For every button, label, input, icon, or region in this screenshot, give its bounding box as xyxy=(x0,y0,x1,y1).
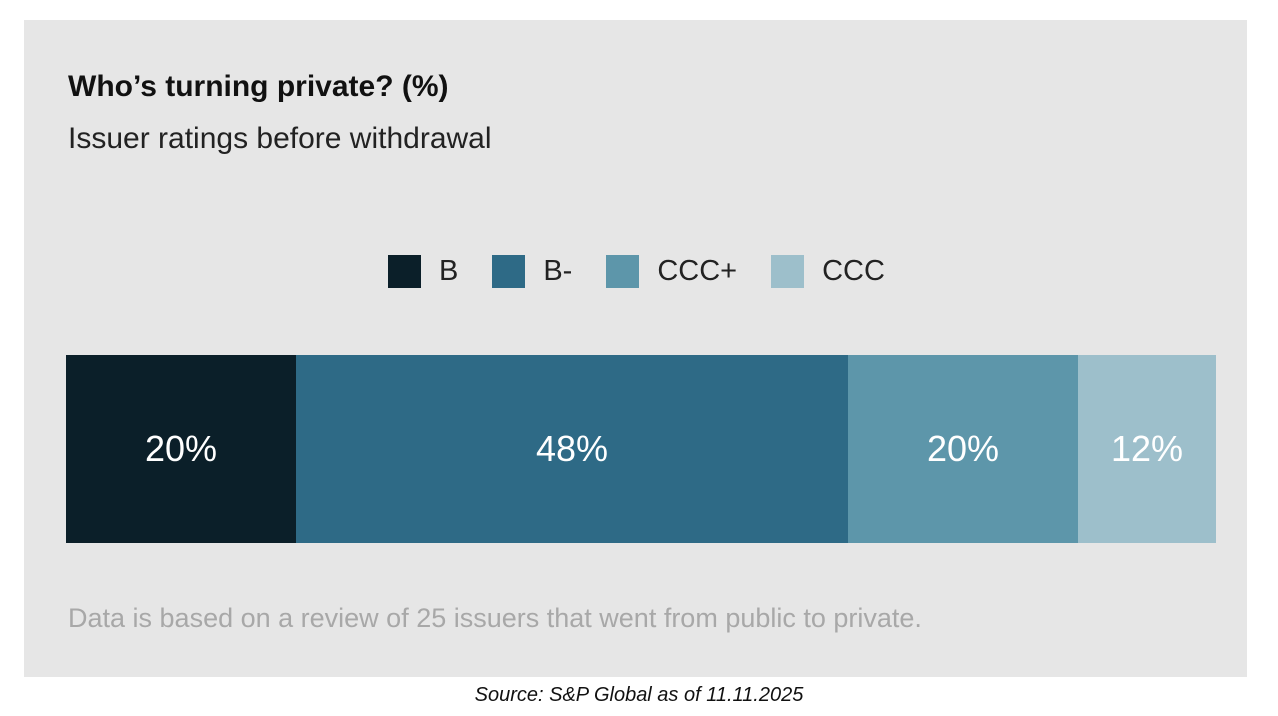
legend-label: CCC+ xyxy=(657,254,738,287)
legend-swatch xyxy=(771,254,805,288)
bar-segment: 20% xyxy=(66,355,296,543)
legend-swatch xyxy=(492,254,526,288)
legend-label: B- xyxy=(543,254,573,287)
stacked-bar: 20% 48% 20% 12% xyxy=(66,355,1216,543)
legend-item: B xyxy=(388,254,459,288)
legend-item: CCC xyxy=(771,254,885,288)
legend-label: CCC xyxy=(822,254,885,287)
chart-subtitle: Issuer ratings before withdrawal xyxy=(68,122,492,155)
legend: B B- CCC+ CCC xyxy=(388,253,919,289)
chart-title: Who’s turning private? (%) xyxy=(68,70,449,103)
bar-segment: 12% xyxy=(1078,355,1216,543)
legend-label: B xyxy=(439,254,459,287)
legend-swatch xyxy=(606,254,640,288)
legend-swatch xyxy=(388,254,421,288)
chart-card: Who’s turning private? (%) Issuer rating… xyxy=(24,20,1247,677)
chart-note: Data is based on a review of 25 issuers … xyxy=(68,603,922,633)
data-label: 48% xyxy=(535,428,609,469)
data-label: 12% xyxy=(1110,428,1184,469)
data-label: 20% xyxy=(926,428,1000,469)
legend-item: B- xyxy=(492,254,573,288)
bar-segment: 20% xyxy=(848,355,1078,543)
legend-item: CCC+ xyxy=(606,254,738,288)
source-caption: Source: S&P Global as of 11.11.2025 xyxy=(474,684,804,706)
bar-segment: 48% xyxy=(296,355,848,543)
data-label: 20% xyxy=(144,428,218,469)
